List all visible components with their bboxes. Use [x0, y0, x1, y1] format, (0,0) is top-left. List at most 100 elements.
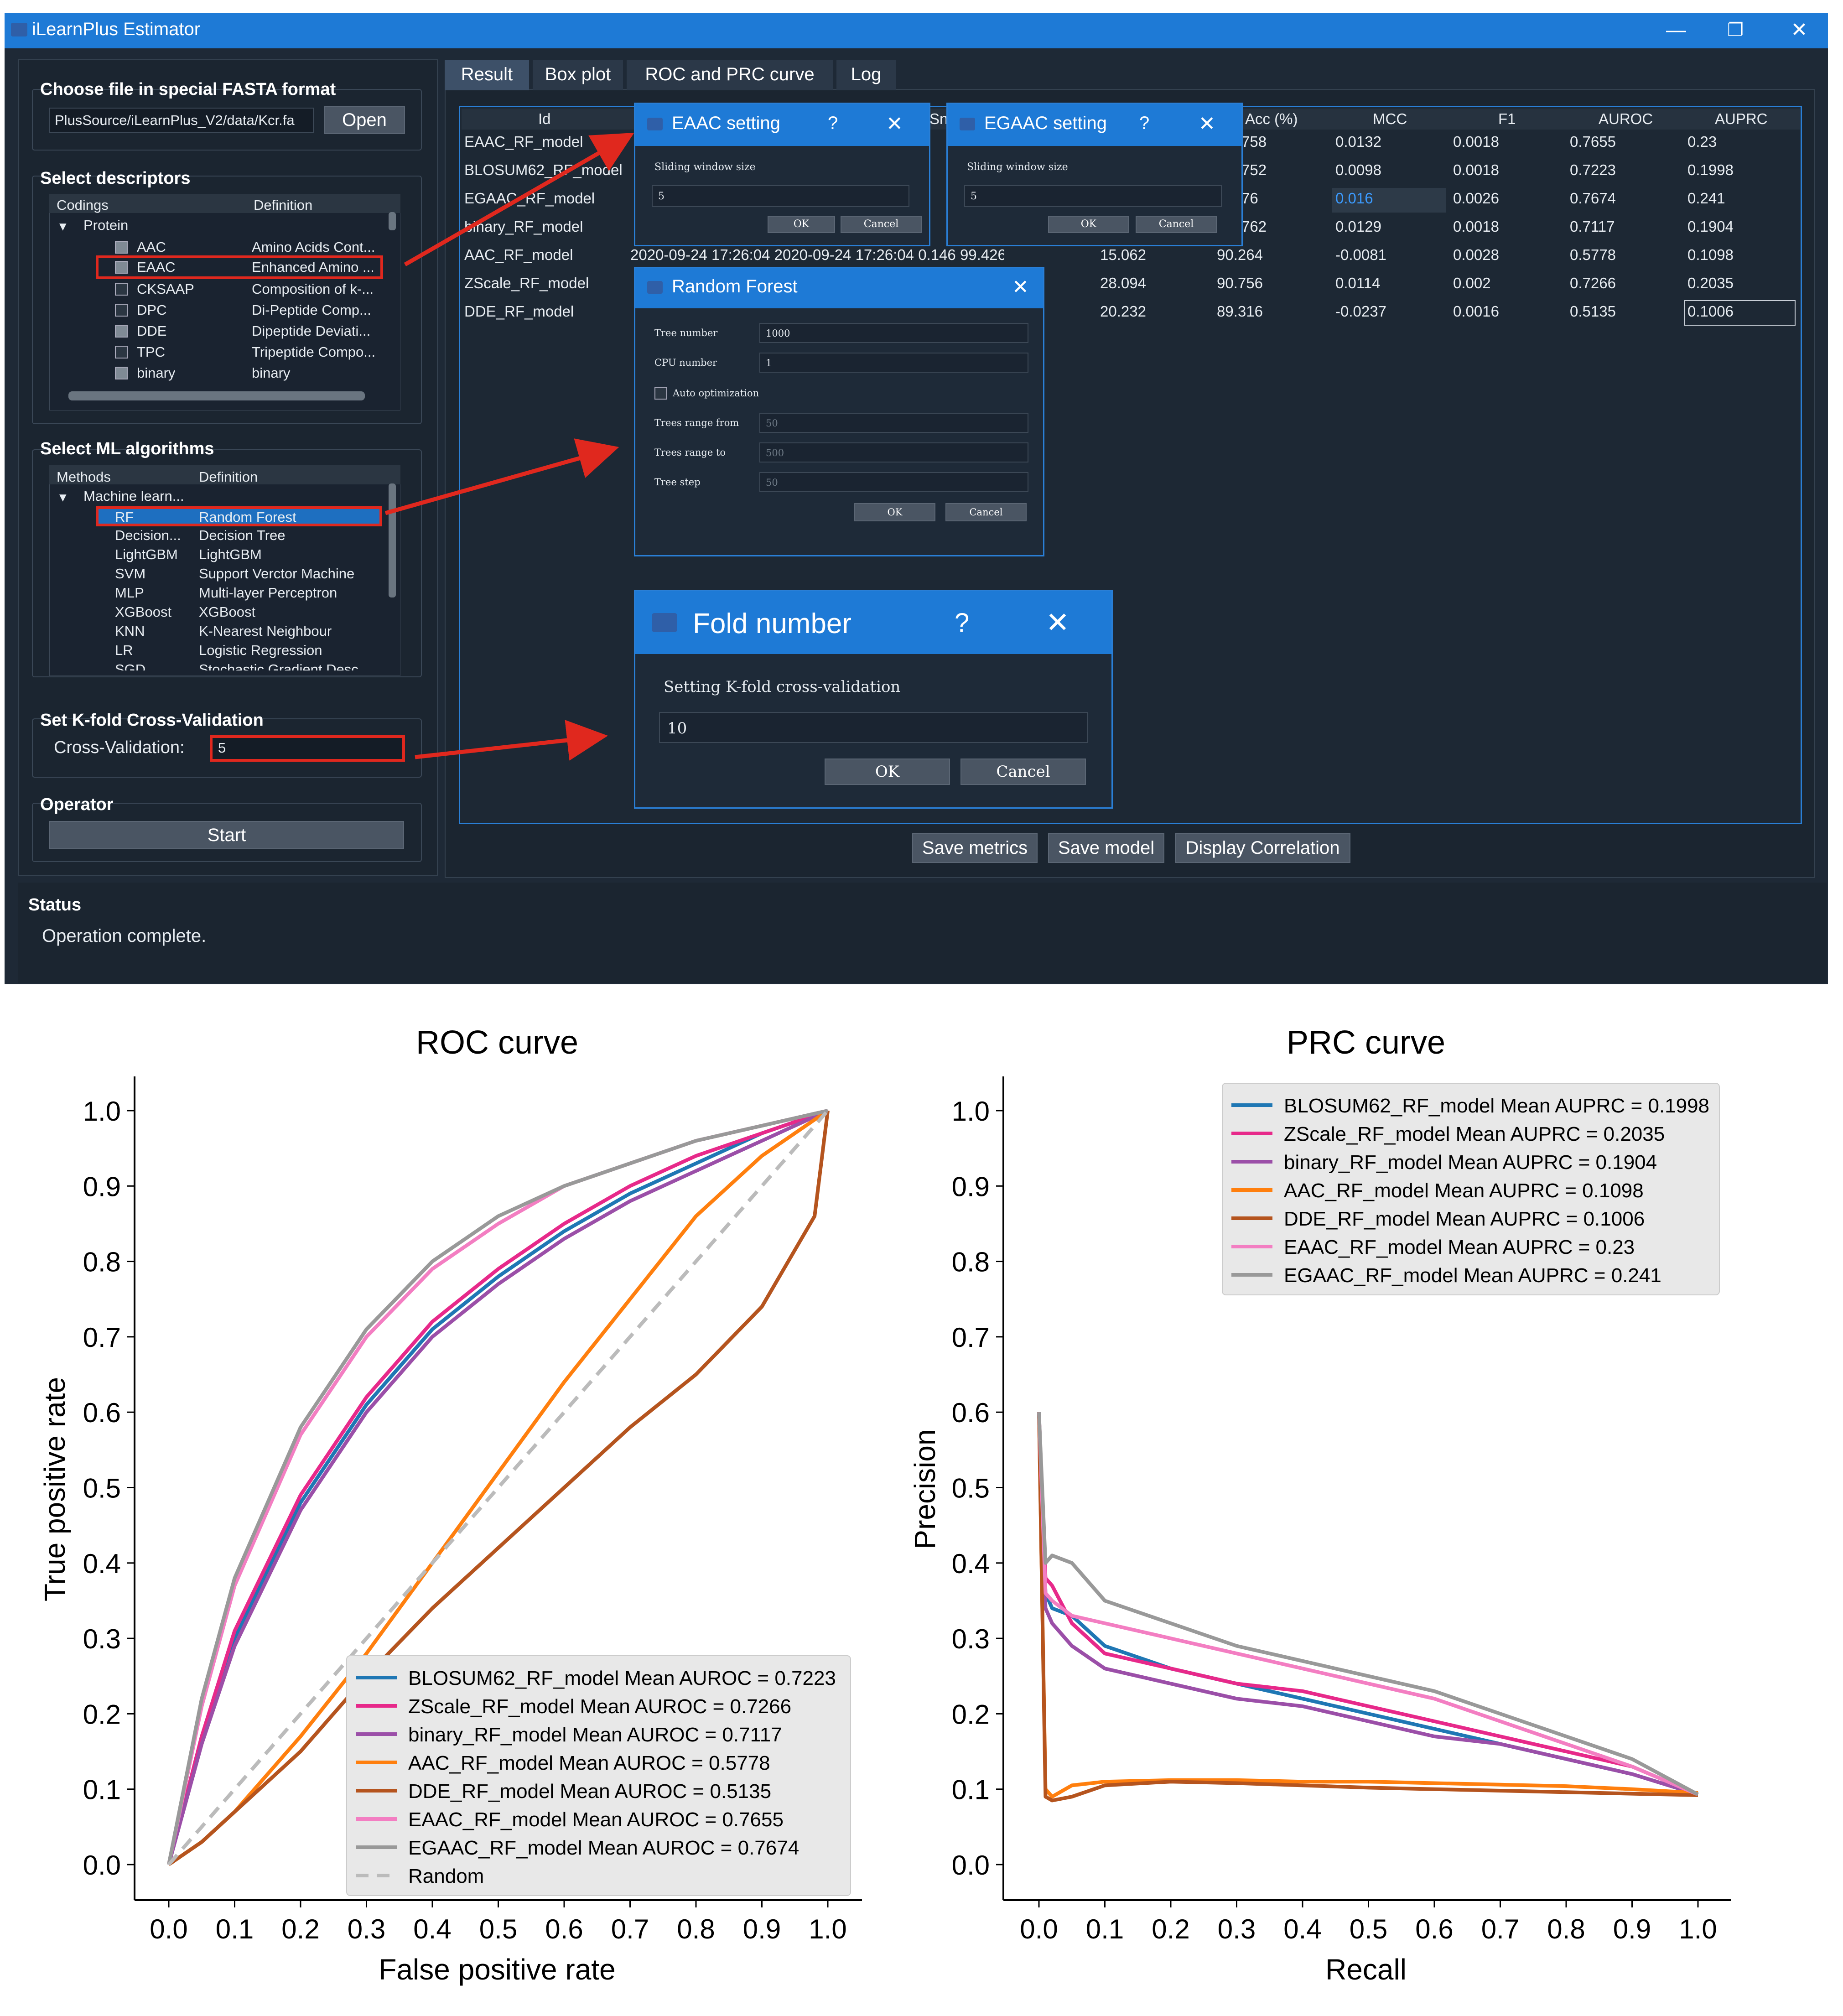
descriptors-vscrollbar[interactable]	[389, 212, 396, 230]
cell-auprc[interactable]: 0.23	[1687, 133, 1717, 150]
cell-auroc[interactable]: 0.5135	[1570, 303, 1616, 320]
trees-range-from-input[interactable]: 50	[759, 413, 1028, 433]
cell-f1[interactable]: 0.0016	[1453, 303, 1499, 320]
cancel-button[interactable]: Cancel	[1136, 216, 1217, 233]
cell-auroc[interactable]: 0.7117	[1570, 218, 1615, 235]
close-icon[interactable]: ✕	[1199, 113, 1215, 135]
cell-auroc[interactable]: 0.7655	[1570, 133, 1616, 150]
ml-group-machine-learning[interactable]: Machine learn...	[83, 488, 184, 504]
descriptors-hscrollbar[interactable]	[68, 391, 365, 400]
cell-acc[interactable]: 752	[1241, 161, 1267, 178]
ml-row[interactable]: Decision... Decision Tree	[96, 525, 382, 545]
cell-auprc[interactable]: 0.241	[1687, 190, 1725, 207]
close-icon[interactable]: ✕	[1012, 276, 1029, 298]
tree-expand-icon[interactable]: ▾	[59, 218, 67, 234]
descriptor-checkbox[interactable]	[115, 241, 128, 254]
cell-auroc[interactable]: 0.7266	[1570, 275, 1616, 291]
cell-id[interactable]: DDE_RF_model	[464, 303, 574, 320]
cell-acc[interactable]: 90.264	[1217, 246, 1263, 263]
cell-id[interactable]: EAAC_RF_model	[464, 133, 583, 150]
ml-row[interactable]: SGD Stochastic Gradient Desc...	[96, 660, 382, 670]
cell-timing[interactable]: 2020-09-24 17:26:04 2020-09-24 17:26:04 …	[630, 246, 1004, 263]
help-button[interactable]: ?	[1139, 113, 1150, 133]
cell-f1[interactable]: 0.0018	[1453, 133, 1499, 150]
descriptor-row-eaac[interactable]: EAAC Enhanced Amino ...	[96, 255, 383, 279]
ml-row[interactable]: LR Logistic Regression	[96, 640, 382, 660]
ml-row[interactable]: SVM Support Verctor Machine	[96, 564, 382, 583]
cell-mcc[interactable]: 0.0098	[1335, 161, 1381, 178]
descriptor-checkbox[interactable]	[115, 346, 128, 359]
ml-tree-expand-icon[interactable]: ▾	[59, 489, 67, 505]
k-fold-input[interactable]: 10	[659, 712, 1088, 743]
cell-acc[interactable]: 76	[1241, 190, 1258, 207]
descriptor-checkbox[interactable]	[115, 261, 128, 274]
ok-button[interactable]: OK	[1048, 216, 1129, 233]
descriptor-row-dde[interactable]: DDE Dipeptide Deviati...	[96, 321, 383, 342]
ok-button[interactable]: OK	[854, 503, 935, 521]
sliding-window-input[interactable]: 5	[964, 185, 1222, 207]
cell-mcc[interactable]: -0.0081	[1335, 246, 1386, 263]
tab-box-plot[interactable]: Box plot	[533, 60, 623, 90]
auto-optimization-checkbox[interactable]	[654, 387, 667, 400]
cell-f1[interactable]: 0.0018	[1453, 161, 1499, 178]
cell-mcc[interactable]: 0.0114	[1335, 275, 1381, 291]
cell-f1[interactable]: 0.0018	[1453, 218, 1499, 235]
cell-auprc[interactable]: 0.2035	[1687, 275, 1734, 291]
tree-step-input[interactable]: 50	[759, 472, 1028, 492]
tree-number-input[interactable]: 1000	[759, 323, 1028, 343]
minimize-button[interactable]: —	[1666, 19, 1686, 41]
cross-validation-input[interactable]: 5	[210, 735, 405, 762]
descriptor-checkbox[interactable]	[115, 367, 128, 379]
cell-f1[interactable]: 0.0028	[1453, 246, 1499, 263]
cell-auroc[interactable]: 0.7674	[1570, 190, 1616, 207]
tab-result[interactable]: Result	[445, 60, 529, 90]
sliding-window-input[interactable]: 5	[652, 185, 909, 207]
descriptor-row-dpc[interactable]: DPC Di-Peptide Comp...	[96, 300, 383, 321]
cell-mcc[interactable]: -0.0237	[1335, 303, 1386, 320]
cell-auprc[interactable]: 0.1998	[1687, 161, 1734, 178]
descriptor-checkbox[interactable]	[115, 325, 128, 338]
cell-sp[interactable]: 15.062	[1100, 246, 1146, 263]
cell-id[interactable]: ZScale_RF_model	[464, 275, 589, 291]
ok-button[interactable]: OK	[768, 216, 835, 233]
ml-row-rf[interactable]: RF Random Forest	[96, 506, 382, 526]
cancel-button[interactable]: Cancel	[960, 759, 1086, 785]
help-button[interactable]: ?	[955, 608, 970, 638]
close-button[interactable]: ✕	[1791, 19, 1808, 41]
descriptors-group-protein[interactable]: Protein	[83, 217, 129, 233]
descriptor-checkbox[interactable]	[115, 304, 128, 317]
trees-range-to-input[interactable]: 500	[759, 442, 1028, 462]
ml-row[interactable]: MLP Multi-layer Perceptron	[96, 583, 382, 602]
tab-roc-prc[interactable]: ROC and PRC curve	[627, 60, 833, 90]
help-button[interactable]: ?	[828, 113, 838, 133]
ml-row[interactable]: LightGBM LightGBM	[96, 545, 382, 564]
descriptor-row-aac[interactable]: AAC Amino Acids Cont...	[96, 237, 383, 258]
ml-row[interactable]: XGBoost XGBoost	[96, 602, 382, 621]
cell-sp[interactable]: 20.232	[1100, 303, 1146, 320]
cell-mcc[interactable]: 0.0129	[1335, 218, 1381, 235]
cell-auprc[interactable]: 0.1098	[1687, 246, 1734, 263]
save-metrics-button[interactable]: Save metrics	[912, 833, 1038, 863]
cell-acc[interactable]: 90.756	[1217, 275, 1263, 291]
close-icon[interactable]: ✕	[886, 113, 903, 135]
cancel-button[interactable]: Cancel	[945, 503, 1027, 521]
descriptor-row-binary[interactable]: binary binary	[96, 363, 383, 384]
cell-f1[interactable]: 0.0026	[1453, 190, 1499, 207]
cell-acc[interactable]: 758	[1241, 133, 1267, 150]
tab-log[interactable]: Log	[836, 60, 896, 90]
cell-auprc[interactable]: 0.1006	[1687, 303, 1734, 320]
cancel-button[interactable]: Cancel	[841, 216, 922, 233]
cell-auprc[interactable]: 0.1904	[1687, 218, 1734, 235]
ok-button[interactable]: OK	[825, 759, 950, 785]
file-path-input[interactable]: PlusSource/iLearnPlus_V2/data/Kcr.fa	[49, 108, 314, 133]
cell-mcc[interactable]: 0.016	[1335, 190, 1373, 207]
cell-auroc[interactable]: 0.7223	[1570, 161, 1616, 178]
display-correlation-button[interactable]: Display Correlation	[1175, 833, 1350, 863]
save-model-button[interactable]: Save model	[1048, 833, 1164, 863]
descriptor-row-cksaap[interactable]: CKSAAP Composition of k-...	[96, 279, 383, 300]
descriptor-row-tpc[interactable]: TPC Tripeptide Compo...	[96, 342, 383, 363]
cell-sp[interactable]: 28.094	[1100, 275, 1146, 291]
descriptor-checkbox[interactable]	[115, 283, 128, 296]
restore-button[interactable]: ❐	[1727, 20, 1744, 40]
start-button[interactable]: Start	[49, 821, 404, 849]
